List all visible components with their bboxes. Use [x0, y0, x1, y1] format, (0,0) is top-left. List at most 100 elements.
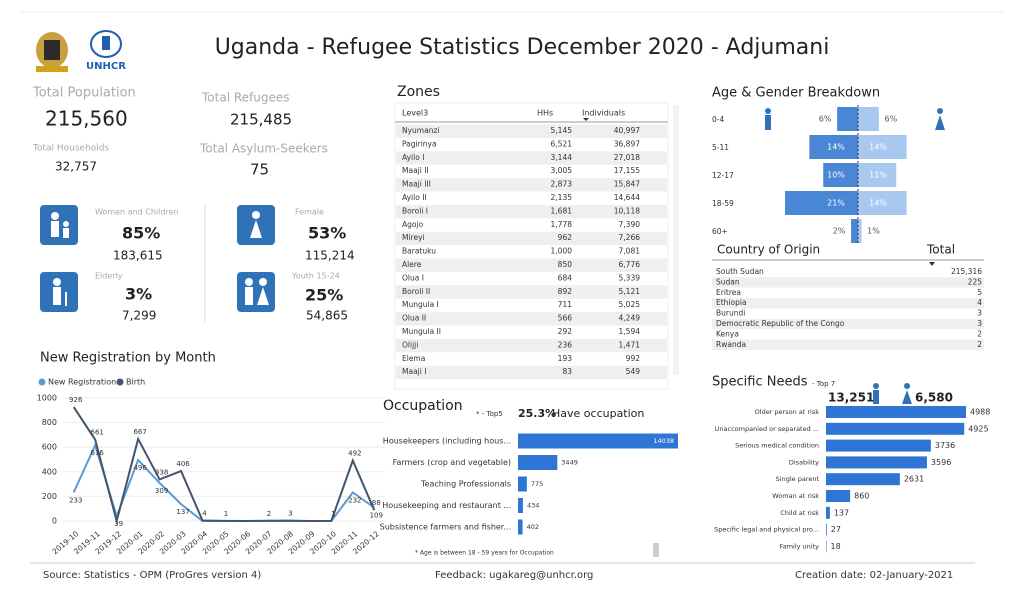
- table-cell: 962: [558, 233, 573, 242]
- group-label: Elderly: [95, 272, 123, 281]
- table-cell: 684: [558, 273, 573, 282]
- data-label: 926: [69, 396, 83, 404]
- table-cell: Nyumanzi: [402, 126, 439, 135]
- group-icon: [40, 205, 78, 245]
- chart-title: New Registration by Month: [40, 351, 216, 366]
- table-header: Level3: [402, 109, 428, 118]
- category-label: Teaching Professionals: [420, 480, 511, 489]
- bar: [826, 523, 827, 536]
- scroll-handle[interactable]: [653, 543, 659, 557]
- group-percent: 85%: [122, 224, 160, 243]
- footer-source: Source: Statistics - OPM (ProGres versio…: [43, 570, 261, 581]
- group-icon: [237, 205, 275, 245]
- group-icon: [237, 272, 275, 312]
- category-label: Housekeeping and restaurant ...: [382, 501, 511, 510]
- data-label: 1: [331, 510, 335, 518]
- sort-indicator[interactable]: [583, 118, 589, 121]
- table-cell: Agojo: [402, 220, 424, 229]
- data-label: 2: [267, 510, 271, 518]
- table-cell: 215,316: [951, 267, 982, 276]
- data-label: 2631: [904, 475, 924, 484]
- y-tick-label: 800: [42, 418, 57, 427]
- group-percent: 53%: [308, 224, 346, 243]
- row-shade: [712, 277, 984, 288]
- table-frame: [394, 102, 669, 390]
- bar: [785, 191, 858, 215]
- y-tick-label: 200: [42, 492, 57, 501]
- data-label: 4925: [968, 424, 988, 433]
- row-shade: [712, 298, 984, 309]
- table-cell: 1,000: [551, 247, 573, 256]
- table-cell: Ayilo II: [402, 193, 427, 202]
- data-label: 11%: [869, 171, 887, 180]
- kpi-label: Total Households: [32, 144, 110, 154]
- table-cell: 7,266: [619, 233, 641, 242]
- bar: [858, 191, 907, 215]
- data-label: 434: [527, 502, 539, 510]
- data-label: 232: [348, 496, 361, 504]
- table-cell: 1,471: [619, 340, 641, 349]
- legend-label: Birth: [126, 378, 145, 387]
- table-cell: 292: [558, 327, 573, 336]
- data-label: 3736: [935, 441, 955, 450]
- data-label: 233: [69, 496, 82, 504]
- data-label: 6%: [885, 115, 898, 124]
- table-cell: Kenya: [716, 329, 739, 338]
- legend-swatch: [116, 378, 124, 386]
- table-cell: Democratic Republic of the Congo: [716, 319, 845, 328]
- category-label: Disability: [789, 458, 819, 466]
- row-shade: [396, 338, 667, 353]
- row-shade: [712, 318, 984, 330]
- table-cell: 2: [977, 340, 982, 349]
- bar: [518, 519, 523, 535]
- male-icon: [765, 108, 771, 130]
- table-cell: 5: [977, 288, 982, 297]
- scrollbar[interactable]: [673, 105, 679, 375]
- table-cell: 36,897: [614, 139, 640, 148]
- male-icon: [873, 383, 879, 404]
- data-label: 1%: [867, 227, 880, 236]
- table-cell: 3: [977, 309, 982, 318]
- category-label: Woman at risk: [772, 492, 819, 500]
- table-cell: 40,997: [614, 126, 640, 135]
- table-cell: Sudan: [716, 277, 740, 286]
- highlight-value: 25.3%: [518, 407, 556, 420]
- bar: [518, 498, 523, 513]
- page-title: Uganda - Refugee Statistics December 202…: [215, 35, 830, 60]
- data-label: 860: [854, 492, 869, 501]
- group-label: Women and Children: [95, 208, 179, 217]
- table-cell: Olua II: [402, 314, 426, 323]
- data-label: 137: [176, 508, 189, 516]
- data-label: 492: [348, 449, 361, 457]
- table-cell: 10,118: [614, 206, 640, 215]
- bar: [858, 107, 879, 131]
- table-cell: 3: [977, 319, 982, 328]
- data-label: 14%: [869, 199, 887, 208]
- data-label: 2%: [833, 227, 846, 236]
- group-count: 183,615: [113, 249, 163, 263]
- bar: [518, 476, 527, 492]
- data-label: 338: [155, 468, 168, 476]
- y-tick-label: 1000: [37, 394, 57, 403]
- data-label: 39: [114, 520, 123, 528]
- data-label: 14%: [869, 143, 887, 152]
- table-cell: 14,644: [614, 193, 640, 202]
- bar: [826, 473, 900, 486]
- group-icon: [40, 272, 78, 312]
- table-cell: Maaji III: [402, 180, 431, 189]
- category-label: 18-59: [712, 199, 734, 208]
- table-cell: Alere: [402, 260, 422, 269]
- female-total: 6,580: [915, 391, 953, 405]
- kpi-value: 215,560: [45, 107, 128, 131]
- bar: [826, 456, 927, 469]
- table-cell: Boroli II: [402, 287, 430, 296]
- table-cell: 27,018: [614, 153, 640, 162]
- bar: [826, 506, 830, 519]
- sort-indicator[interactable]: [929, 262, 935, 266]
- data-label: 14%: [827, 143, 845, 152]
- group-percent: 25%: [305, 286, 343, 305]
- chart-subtitle: - Top 7: [812, 380, 835, 388]
- data-label: 661: [91, 429, 104, 437]
- table-cell: 3,005: [551, 166, 573, 175]
- row-shade: [712, 339, 984, 350]
